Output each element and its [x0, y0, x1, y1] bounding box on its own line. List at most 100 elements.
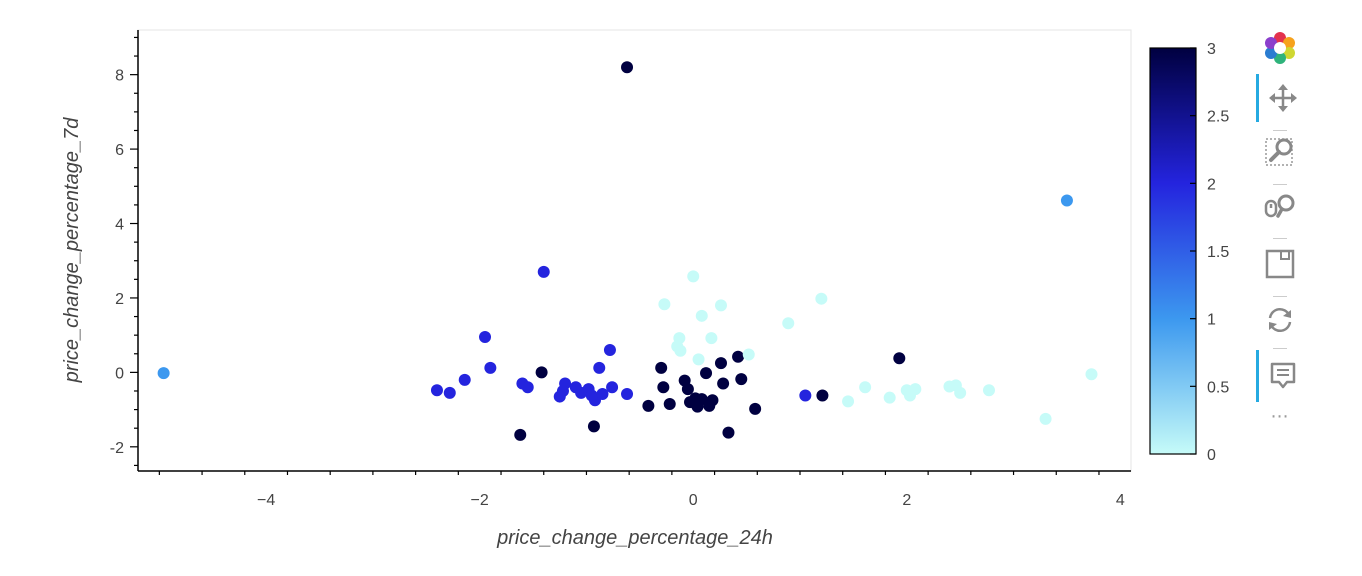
data-point — [430, 384, 443, 397]
data-point — [687, 270, 700, 283]
y-axis: -2 0 2 4 6 8 — [110, 30, 139, 471]
hover-tool-button[interactable] — [1256, 350, 1307, 402]
y-tick-label: 4 — [115, 217, 124, 234]
y-tick-label: 8 — [115, 68, 124, 85]
data-point — [621, 387, 634, 400]
data-point — [883, 391, 896, 404]
data-point — [954, 386, 967, 399]
x-tick-label: 0 — [689, 492, 698, 509]
data-point — [842, 395, 855, 408]
data-point — [484, 361, 497, 374]
y-tick-label: 6 — [115, 142, 124, 159]
data-point — [893, 352, 906, 365]
y-tick-label: 0 — [115, 365, 124, 382]
data-point — [735, 373, 748, 386]
data-point — [535, 366, 548, 379]
points-layer — [157, 61, 1098, 441]
data-point — [909, 383, 922, 396]
data-point — [815, 292, 828, 305]
colorbar-gradient — [1149, 47, 1197, 455]
data-point — [642, 399, 655, 412]
toolbar-separator — [1273, 184, 1287, 185]
data-point — [816, 389, 829, 402]
hover-tool-icon — [1270, 362, 1296, 389]
wheel-zoom-tool-icon — [1264, 194, 1295, 218]
y-tick-label: -2 — [110, 440, 124, 457]
data-point — [749, 402, 762, 415]
data-point — [514, 428, 527, 441]
y-tick-label: 2 — [115, 291, 124, 308]
data-point — [657, 381, 670, 394]
colorbar-tick-label: 3 — [1207, 41, 1216, 58]
data-point — [479, 331, 492, 344]
data-point — [722, 426, 735, 439]
data-point — [695, 309, 708, 322]
save-tool-button[interactable] — [1256, 240, 1304, 288]
x-tick-label: −2 — [471, 492, 489, 509]
toolbar-separator — [1273, 130, 1287, 131]
reset-tool-icon — [1268, 308, 1292, 332]
data-point — [742, 348, 755, 361]
data-point — [157, 367, 170, 380]
x-tick-label: −4 — [257, 492, 275, 509]
colorbar-tick-label: 2.5 — [1207, 109, 1229, 126]
data-point — [658, 298, 671, 311]
bokeh-logo-icon — [1265, 32, 1295, 64]
save-tool-icon — [1265, 249, 1295, 279]
data-point — [593, 361, 606, 374]
reset-tool-button[interactable] — [1256, 296, 1304, 344]
toolbar-separator — [1273, 238, 1287, 239]
data-point — [700, 367, 713, 380]
data-point — [706, 394, 719, 407]
data-point — [1085, 368, 1098, 381]
data-point — [553, 390, 566, 403]
x-axis: −4 −2 0 2 4 — [138, 470, 1131, 509]
data-point — [458, 373, 471, 386]
data-point — [1039, 412, 1052, 425]
data-point — [692, 353, 705, 366]
colorbar-tick-label: 1 — [1207, 312, 1216, 329]
colorbar-tick-label: 0 — [1207, 447, 1216, 464]
pan-tool-icon — [1269, 84, 1297, 112]
colorbar-tick-label: 0.5 — [1207, 379, 1229, 396]
data-point — [717, 377, 730, 390]
toolbar-separator — [1273, 296, 1287, 297]
bokeh-logo[interactable] — [1256, 24, 1304, 72]
x-tick-label: 2 — [902, 492, 911, 509]
data-point — [663, 398, 676, 411]
toolbar-separator — [1273, 348, 1287, 349]
x-axis-title: price_change_percentage_24h — [496, 527, 773, 549]
data-point — [714, 299, 727, 312]
x-tick-label: 4 — [1116, 492, 1125, 509]
data-point — [799, 389, 812, 402]
wheel-zoom-tool-button[interactable] — [1256, 184, 1304, 232]
box-zoom-tool-button[interactable] — [1256, 128, 1304, 176]
data-point — [443, 386, 456, 399]
data-point — [596, 387, 609, 400]
colorbar-tick-label: 2 — [1207, 176, 1216, 193]
data-point — [674, 344, 687, 357]
data-point — [521, 381, 534, 394]
data-point — [714, 357, 727, 370]
toolbar: ⋯ — [1256, 24, 1306, 444]
data-point — [603, 344, 616, 357]
pan-tool-button[interactable] — [1256, 74, 1307, 122]
data-point — [1060, 194, 1073, 207]
data-point — [606, 381, 619, 394]
data-point — [681, 383, 694, 396]
data-point — [655, 361, 668, 374]
data-point — [537, 265, 550, 278]
colorbar: 0 0.5 1 1.5 2 2.5 3 — [1149, 41, 1229, 464]
data-point — [859, 381, 872, 394]
data-point — [982, 384, 995, 397]
colorbar-tick-label: 1.5 — [1207, 244, 1229, 261]
data-point — [732, 350, 745, 363]
data-point — [705, 332, 718, 345]
more-tools-button[interactable]: ⋯ — [1270, 406, 1290, 427]
data-point — [621, 61, 634, 74]
data-point — [782, 317, 795, 330]
y-axis-title: price_change_percentage_7d — [61, 117, 83, 384]
data-point — [587, 420, 600, 433]
box-zoom-tool-icon — [1265, 138, 1293, 166]
